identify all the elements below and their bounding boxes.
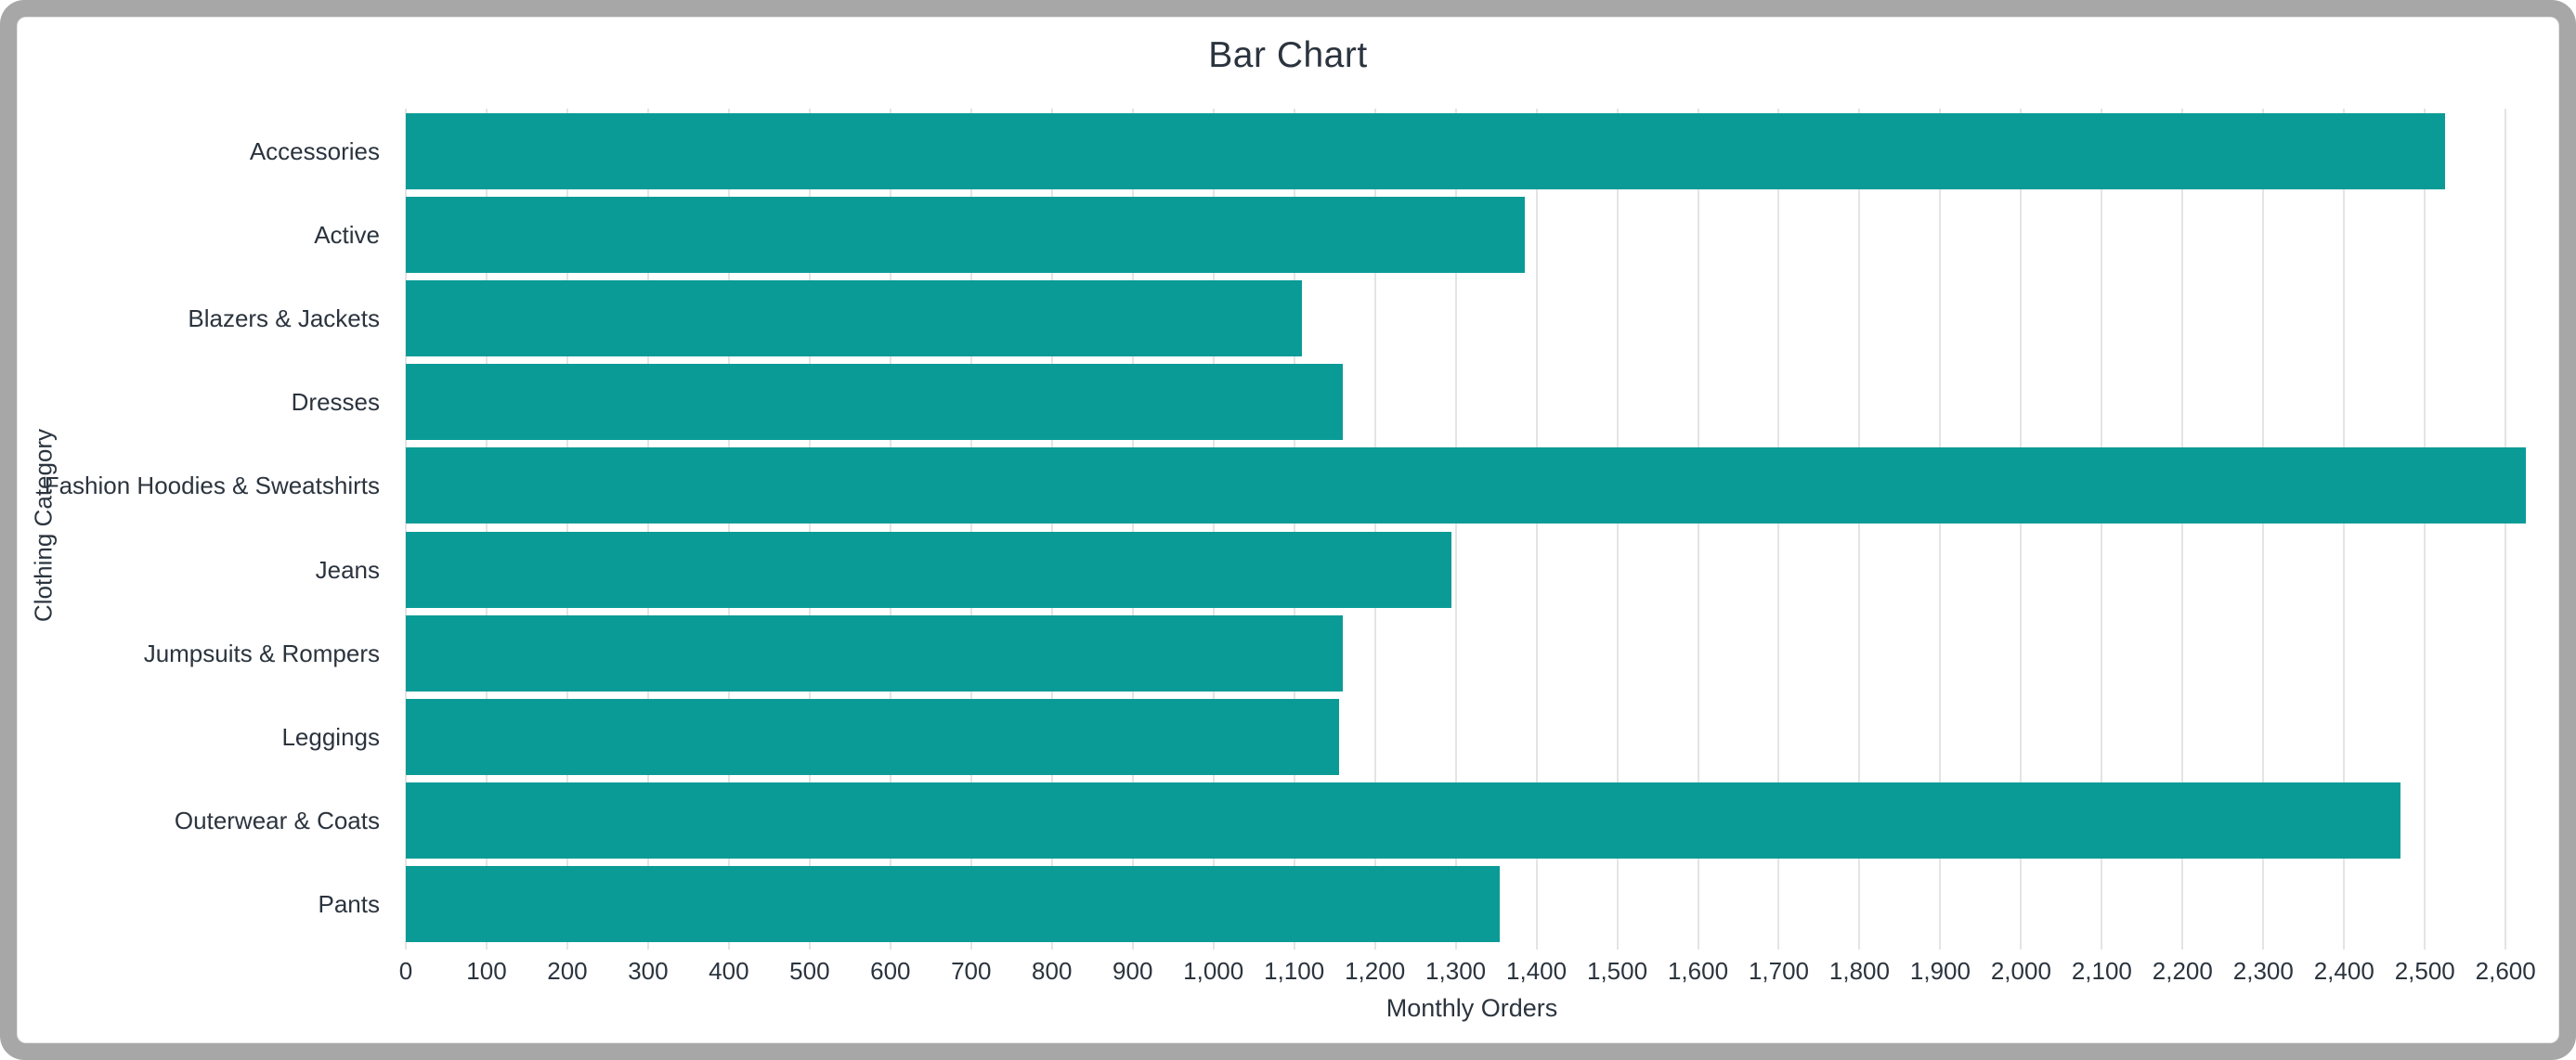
y-axis-labels: Accessories Active Blazers & Jackets Dresse… [0, 109, 393, 942]
x-tick-label: 2,300 [2232, 957, 2294, 985]
gridline [727, 109, 730, 950]
gridline [889, 109, 891, 950]
x-tick-label: 2,200 [2152, 957, 2213, 985]
bar-outerwear-coats[interactable] [406, 782, 2401, 859]
x-tick-label: 1,900 [1909, 957, 1971, 985]
x-tick-label: 1,500 [1586, 957, 1648, 985]
x-tick-label: 600 [870, 957, 911, 985]
category-label-dresses: Dresses [291, 388, 380, 417]
x-tick-label: 1,000 [1183, 957, 1244, 985]
gridline [1777, 109, 1780, 950]
x-tick-label: 1,300 [1425, 957, 1487, 985]
gridline [485, 109, 488, 950]
gridline [1373, 109, 1376, 950]
gridline [808, 109, 811, 950]
gridline [1939, 109, 1942, 950]
x-tick-label: 1,100 [1264, 957, 1325, 985]
bar-jumpsuits-rompers[interactable] [406, 614, 1343, 692]
x-tick-label: 2,500 [2394, 957, 2455, 985]
gridline [1616, 109, 1619, 950]
x-tick-label: 1,400 [1506, 957, 1568, 985]
bar-pants[interactable] [406, 865, 1501, 942]
gridline [2424, 109, 2426, 950]
x-tick-label: 700 [951, 957, 992, 985]
gridline [2101, 109, 2103, 950]
gridline [2262, 109, 2265, 950]
x-tick-label: 1,600 [1667, 957, 1729, 985]
x-tick-label: 2,100 [2071, 957, 2132, 985]
gridline [2504, 109, 2507, 950]
gridline [646, 109, 649, 950]
plot-area [405, 109, 2538, 950]
gridline [2343, 109, 2346, 950]
bar-dresses[interactable] [406, 364, 1343, 441]
x-tick-label: 2,000 [1990, 957, 2051, 985]
x-tick-label: 500 [789, 957, 830, 985]
x-tick-label: 400 [709, 957, 749, 985]
gridline [1858, 109, 1861, 950]
category-label-active: Active [314, 221, 380, 250]
gridline [405, 109, 407, 950]
gridline [1697, 109, 1699, 950]
gridline [1454, 109, 1457, 950]
x-tick-label: 300 [628, 957, 669, 985]
gridline [1535, 109, 1538, 950]
x-tick-label: 2,600 [2475, 957, 2536, 985]
gridline [1131, 109, 1134, 950]
gridline [2020, 109, 2023, 950]
category-label-fashion-hoodies-sweatshirts: Fashion Hoodies & Sweatshirts [44, 472, 380, 500]
category-label-outerwear-coats: Outerwear & Coats [174, 806, 380, 834]
category-label-jeans: Jeans [315, 555, 380, 584]
x-tick-label: 100 [466, 957, 507, 985]
gridline [1050, 109, 1053, 950]
chart-title: Bar Chart [1208, 35, 1368, 75]
x-tick-label: 900 [1112, 957, 1153, 985]
x-tick-label: 800 [1032, 957, 1073, 985]
gridline [969, 109, 972, 950]
gridline [2181, 109, 2184, 950]
bar-blazers-jackets[interactable] [406, 280, 1303, 357]
bar-jeans[interactable] [406, 531, 1452, 608]
x-tick-label: 200 [547, 957, 588, 985]
x-axis-ticks: 0 100 200 300 400 500 600 700 800 900 1,000 1,100 1,… [399, 957, 2538, 989]
category-label-pants: Pants [318, 889, 381, 918]
gridline [566, 109, 568, 950]
x-tick-label: 1,200 [1345, 957, 1406, 985]
category-label-accessories: Accessories [249, 137, 380, 165]
bar-leggings[interactable] [406, 698, 1339, 775]
bar-accessories[interactable] [406, 113, 2445, 189]
x-axis-title: Monthly Orders [1386, 994, 1558, 1022]
x-tick-label: 1,700 [1748, 957, 1810, 985]
gridline [1212, 109, 1215, 950]
bar-fashion-hoodies-sweatshirts[interactable] [406, 447, 2526, 524]
gridline [1293, 109, 1295, 950]
x-tick-label: 1,800 [1828, 957, 1890, 985]
x-tick-label: 2,400 [2313, 957, 2374, 985]
bar-active[interactable] [406, 197, 1525, 274]
category-label-blazers-jackets: Blazers & Jackets [188, 304, 380, 333]
category-label-leggings: Leggings [281, 722, 380, 751]
x-tick-label: 0 [398, 957, 413, 985]
category-label-jumpsuits-rompers: Jumpsuits & Rompers [143, 639, 380, 667]
